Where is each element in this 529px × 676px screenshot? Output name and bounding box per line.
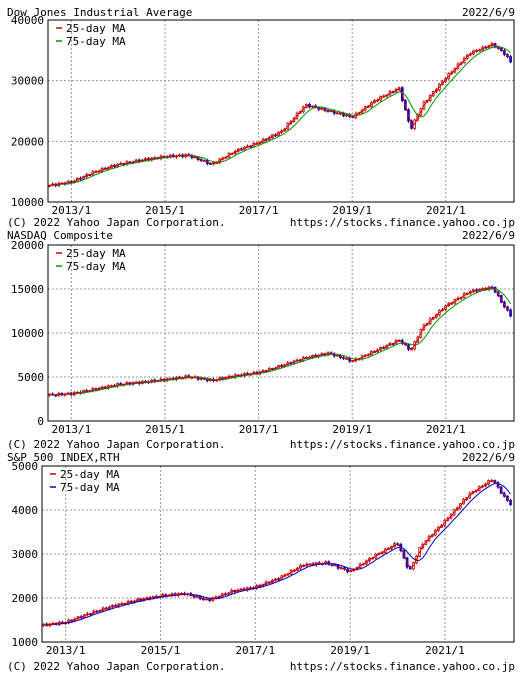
candle-body bbox=[509, 56, 512, 63]
candle-body bbox=[509, 499, 512, 506]
chart-date: 2022/6/9 bbox=[462, 229, 515, 242]
y-tick-label: 5000 bbox=[18, 371, 45, 384]
chart-panel-dow: Dow Jones Industrial Average 2022/6/9 10… bbox=[0, 0, 529, 230]
y-tick-label: 40000 bbox=[11, 14, 44, 27]
chart-panel-sp500: S&P 500 INDEX,RTH 2022/6/9 1000 2000 3000 4… bbox=[0, 451, 529, 676]
chart-title: Dow Jones Industrial Average bbox=[7, 6, 193, 19]
y-tick-label: 30000 bbox=[11, 75, 44, 88]
x-tick-label: 2013/1 bbox=[46, 644, 86, 657]
legend-label: 75-day MA bbox=[66, 260, 126, 273]
y-tick-label: 3000 bbox=[12, 548, 39, 561]
series-line-ma25 bbox=[43, 480, 511, 626]
plot-frame bbox=[41, 465, 515, 643]
x-tick-label: 2021/1 bbox=[426, 204, 466, 217]
legend-label: 75-day MA bbox=[66, 35, 126, 48]
source-url[interactable]: https://stocks.finance.yahoo.co.jp bbox=[289, 438, 515, 451]
y-tick-label: 2000 bbox=[12, 592, 39, 605]
y-tick-label: 10000 bbox=[11, 196, 44, 209]
series-line-ma75 bbox=[43, 483, 511, 626]
y-tick-label: 0 bbox=[37, 415, 44, 428]
chart-svg-sp500: 1000 2000 3000 4000 5000 2013/1 2015/1 2017/1 20… bbox=[12, 460, 515, 657]
series-line-ma75 bbox=[49, 288, 512, 396]
legend-label: 25-day MA bbox=[60, 468, 120, 481]
candle-body bbox=[509, 309, 512, 317]
x-tick-label: 2019/1 bbox=[332, 204, 372, 217]
x-tick-label: 2015/1 bbox=[145, 204, 185, 217]
x-tick-label: 2013/1 bbox=[52, 423, 92, 436]
y-tick-label: 15000 bbox=[11, 283, 44, 296]
chart-svg-nasdaq: 0 5000 10000 15000 20000 2013/1 2015/1 2017/1 20… bbox=[11, 239, 515, 436]
x-tick-label: 2019/1 bbox=[330, 644, 370, 657]
legend-label: 75-day MA bbox=[60, 481, 120, 494]
x-tick-label: 2021/1 bbox=[425, 644, 465, 657]
chart-date: 2022/6/9 bbox=[462, 6, 515, 19]
chart-svg-dow: 10000 20000 30000 40000 2013/1 2015/1 2017/1 20… bbox=[11, 14, 515, 217]
legend-label: 25-day MA bbox=[66, 247, 126, 260]
legend-label: 25-day MA bbox=[66, 22, 126, 35]
source-url[interactable]: https://stocks.finance.yahoo.co.jp bbox=[289, 660, 515, 673]
chart-date: 2022/6/9 bbox=[462, 451, 515, 464]
series-line-ma25 bbox=[49, 286, 512, 396]
x-tick-label: 2017/1 bbox=[239, 423, 279, 436]
y-tick-label: 20000 bbox=[11, 135, 44, 148]
copyright-text: (C) 2022 Yahoo Japan Corporation. bbox=[7, 438, 226, 451]
x-tick-label: 2017/1 bbox=[235, 644, 275, 657]
x-tick-label: 2013/1 bbox=[52, 204, 92, 217]
x-tick-label: 2015/1 bbox=[141, 644, 181, 657]
chart-panel-nasdaq: NASDAQ Composite 2022/6/9 0 5000 10000 1500… bbox=[0, 229, 529, 459]
y-tick-label: 1000 bbox=[12, 636, 39, 649]
series-line-ma25 bbox=[49, 44, 511, 186]
copyright-text: (C) 2022 Yahoo Japan Corporation. bbox=[7, 216, 226, 229]
plot-frame bbox=[47, 19, 515, 203]
x-tick-label: 2021/1 bbox=[426, 423, 466, 436]
x-tick-label: 2017/1 bbox=[239, 204, 279, 217]
x-tick-label: 2019/1 bbox=[332, 423, 372, 436]
source-url[interactable]: https://stocks.finance.yahoo.co.jp bbox=[289, 216, 515, 229]
chart-title: NASDAQ Composite bbox=[7, 229, 113, 242]
y-tick-label: 5000 bbox=[12, 460, 39, 473]
chart-title: S&P 500 INDEX,RTH bbox=[7, 451, 120, 464]
plot-frame bbox=[47, 244, 515, 422]
y-tick-label: 10000 bbox=[11, 327, 44, 340]
y-tick-label: 20000 bbox=[11, 239, 44, 252]
copyright-text: (C) 2022 Yahoo Japan Corporation. bbox=[7, 660, 226, 673]
x-tick-label: 2015/1 bbox=[145, 423, 185, 436]
series-line-ma75 bbox=[49, 46, 511, 186]
y-tick-label: 4000 bbox=[12, 504, 39, 517]
